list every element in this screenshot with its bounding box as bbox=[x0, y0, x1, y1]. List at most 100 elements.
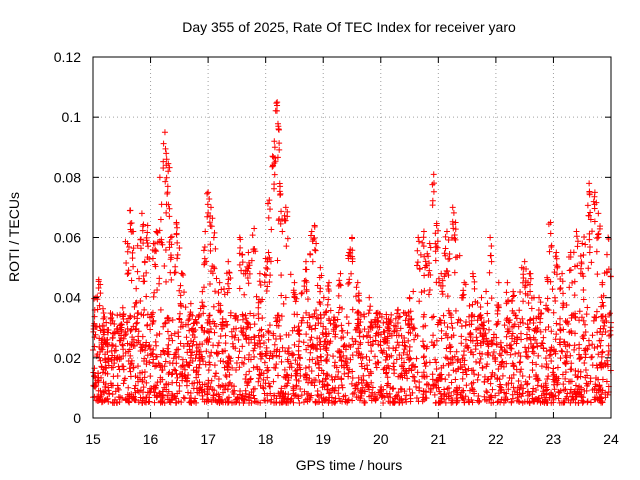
data-point bbox=[519, 390, 526, 397]
data-point bbox=[521, 284, 528, 291]
data-point bbox=[94, 306, 101, 313]
data-point bbox=[527, 281, 534, 288]
data-point bbox=[128, 277, 135, 284]
data-point bbox=[355, 394, 362, 401]
data-point bbox=[522, 344, 529, 351]
data-point bbox=[196, 311, 203, 318]
data-point bbox=[390, 360, 397, 367]
data-point bbox=[140, 384, 147, 391]
data-point bbox=[184, 389, 191, 396]
data-point bbox=[236, 261, 243, 268]
data-point bbox=[164, 345, 171, 352]
data-point bbox=[391, 370, 398, 377]
data-point bbox=[291, 311, 298, 318]
data-point bbox=[494, 307, 501, 314]
data-point bbox=[441, 273, 448, 280]
data-point bbox=[199, 381, 206, 388]
data-point bbox=[526, 374, 533, 381]
data-point bbox=[517, 289, 524, 296]
data-point bbox=[210, 234, 217, 241]
data-point bbox=[392, 315, 399, 322]
data-point bbox=[312, 360, 319, 367]
y-tick-label: 0 bbox=[73, 410, 81, 426]
data-point bbox=[390, 363, 397, 370]
data-point bbox=[481, 393, 488, 400]
data-point bbox=[288, 372, 295, 379]
data-point bbox=[108, 347, 115, 354]
data-point bbox=[332, 359, 339, 366]
data-point bbox=[586, 236, 593, 243]
data-point bbox=[599, 349, 606, 356]
data-point bbox=[538, 310, 545, 317]
data-point bbox=[430, 342, 437, 349]
data-point bbox=[260, 370, 267, 377]
data-point bbox=[579, 333, 586, 340]
data-point bbox=[305, 342, 312, 349]
data-point bbox=[450, 209, 457, 216]
data-point bbox=[256, 296, 263, 303]
grid bbox=[93, 57, 611, 418]
data-point bbox=[261, 359, 268, 366]
data-point bbox=[139, 399, 146, 406]
data-point bbox=[295, 378, 302, 385]
data-point bbox=[119, 363, 126, 370]
data-point bbox=[488, 242, 495, 249]
data-point bbox=[248, 389, 255, 396]
data-point bbox=[152, 247, 159, 254]
data-point bbox=[151, 392, 158, 399]
data-point bbox=[575, 368, 582, 375]
data-point bbox=[338, 382, 345, 389]
data-point bbox=[405, 329, 412, 336]
data-point bbox=[357, 341, 364, 348]
data-point bbox=[105, 358, 112, 365]
data-point bbox=[430, 188, 437, 195]
data-point bbox=[592, 381, 599, 388]
data-point bbox=[590, 317, 597, 324]
data-point bbox=[584, 304, 591, 311]
data-point bbox=[320, 331, 327, 338]
data-point bbox=[477, 356, 484, 363]
data-point bbox=[222, 340, 229, 347]
data-point bbox=[520, 275, 527, 282]
data-point bbox=[296, 362, 303, 369]
data-point bbox=[120, 353, 127, 360]
data-point bbox=[132, 389, 139, 396]
data-point bbox=[413, 394, 420, 401]
data-point bbox=[319, 384, 326, 391]
data-point bbox=[245, 280, 252, 287]
data-point bbox=[516, 399, 523, 406]
data-point bbox=[229, 364, 236, 371]
data-point bbox=[336, 281, 343, 288]
data-point bbox=[282, 204, 289, 211]
data-point bbox=[230, 343, 237, 350]
data-point bbox=[331, 387, 338, 394]
data-point bbox=[601, 322, 608, 329]
data-point bbox=[289, 327, 296, 334]
data-point bbox=[304, 296, 311, 303]
data-point bbox=[272, 336, 279, 343]
data-point bbox=[295, 347, 302, 354]
data-point bbox=[498, 352, 505, 359]
data-point bbox=[455, 356, 462, 363]
data-point bbox=[442, 252, 449, 259]
data-point bbox=[279, 344, 286, 351]
data-point bbox=[277, 220, 284, 227]
data-point bbox=[567, 352, 574, 359]
data-point bbox=[414, 247, 421, 254]
data-point bbox=[373, 364, 380, 371]
data-point bbox=[597, 393, 604, 400]
data-point bbox=[215, 300, 222, 307]
data-point bbox=[533, 328, 540, 335]
data-point bbox=[363, 353, 370, 360]
data-point bbox=[165, 388, 172, 395]
data-point bbox=[299, 289, 306, 296]
data-point bbox=[222, 382, 229, 389]
data-point bbox=[152, 384, 159, 391]
data-point bbox=[508, 399, 515, 406]
data-point bbox=[291, 291, 298, 298]
data-point bbox=[432, 240, 439, 247]
plot-points bbox=[90, 99, 614, 406]
data-point bbox=[587, 216, 594, 223]
data-point bbox=[553, 249, 560, 256]
data-point bbox=[567, 399, 574, 406]
